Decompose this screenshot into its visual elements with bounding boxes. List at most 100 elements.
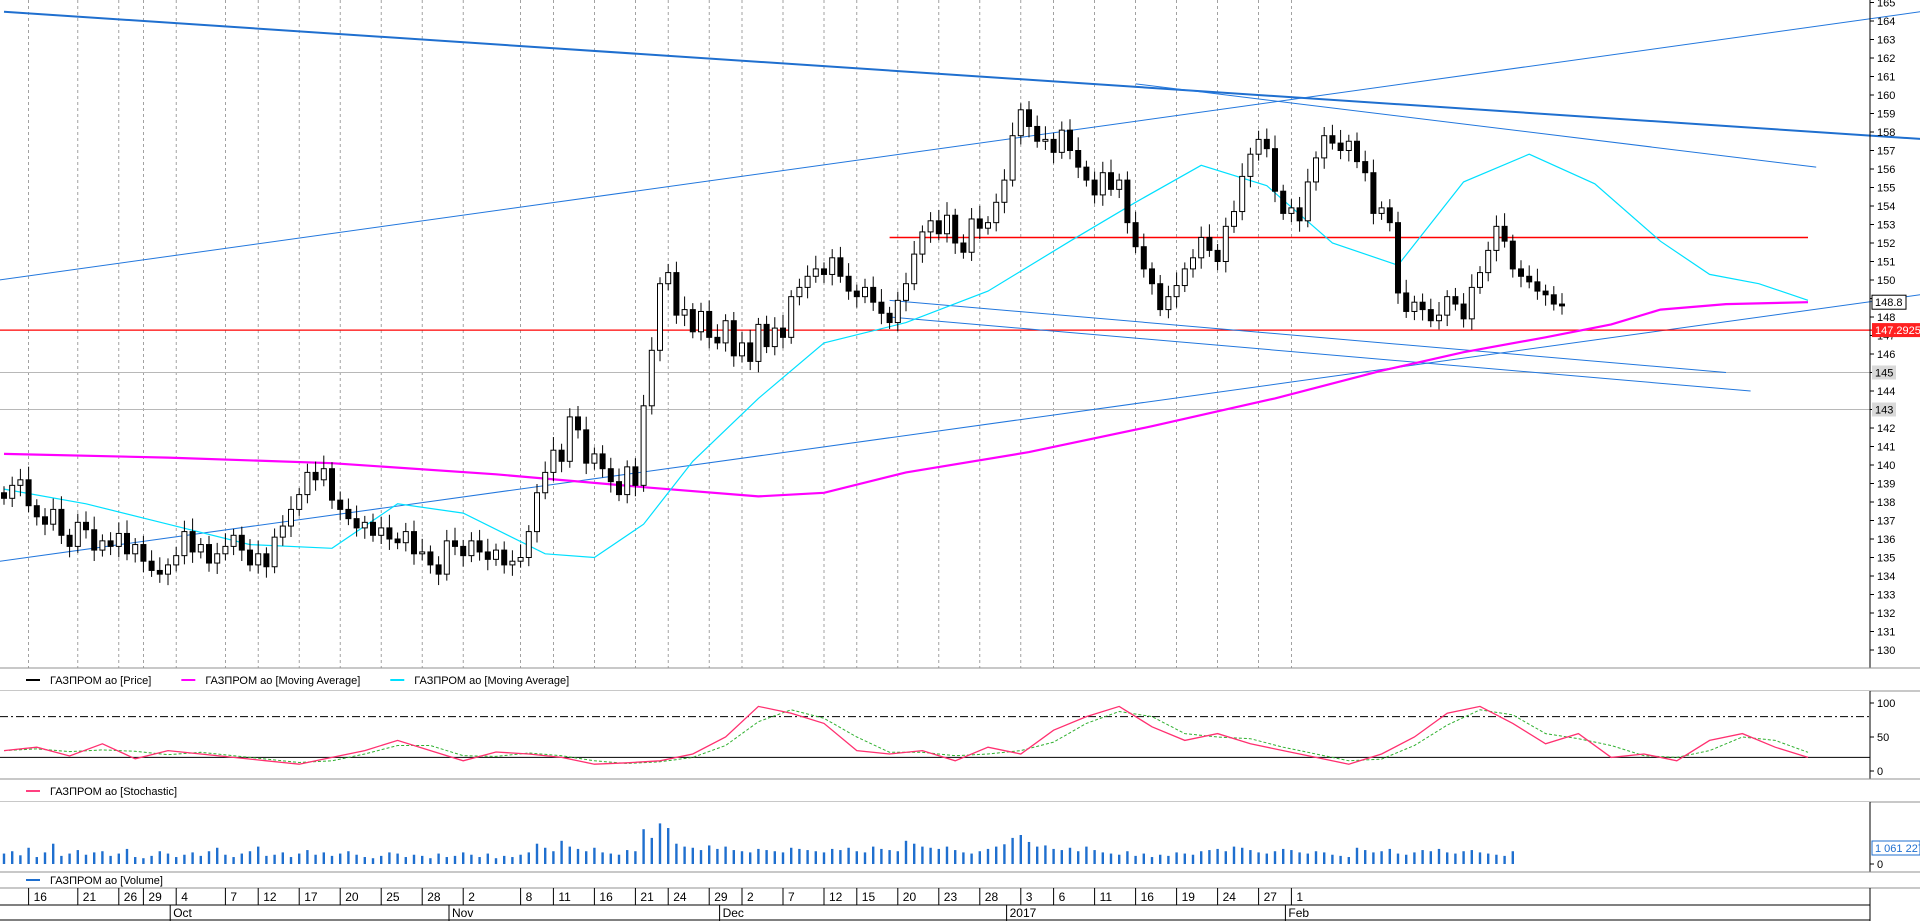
candle-body-144: [1181, 268, 1188, 287]
volume-bar-170: [1396, 853, 1400, 864]
day-tick-label: 29: [148, 890, 162, 904]
volume-bar-149: [1224, 851, 1227, 864]
candle-body-150: [1231, 211, 1237, 227]
candle-body-120: [985, 222, 991, 229]
candle-body-45: [370, 521, 376, 536]
candle-body-112: [919, 231, 926, 255]
volume-bar-131: [1077, 851, 1080, 864]
candle-body-158: [1296, 207, 1303, 222]
volume-bar-57: [470, 854, 473, 864]
volume-bar-138: [1134, 855, 1137, 864]
legend-label-price: ГАЗПРОМ ао [Price]: [50, 675, 151, 687]
volume-bar-172: [1413, 852, 1416, 864]
volume-bar-127: [1044, 845, 1047, 864]
candle-body-56: [460, 545, 467, 557]
candle-body-65: [534, 492, 540, 533]
candle-body-181: [1485, 249, 1492, 274]
volume-bar-156: [1282, 848, 1285, 864]
candle-body-94: [771, 327, 778, 348]
volume-bar-139: [1142, 853, 1145, 864]
candle-body-32: [263, 553, 270, 568]
day-tick-label: 20: [903, 890, 917, 904]
price-ytick-label: 131: [1877, 627, 1895, 639]
candle-body-156: [1280, 190, 1287, 214]
volume-bar-75: [617, 854, 621, 864]
candle-body-176: [1444, 296, 1451, 316]
day-tick-label: 11: [1100, 890, 1113, 904]
price-label-bg-2: [1872, 365, 1896, 380]
candle-body-145: [1190, 257, 1196, 270]
candle-body-135: [1108, 172, 1114, 190]
volume-bar-8: [68, 853, 71, 864]
day-tick-label: 7: [788, 890, 795, 904]
volume-bar-180: [1478, 852, 1482, 864]
candle-body-76: [624, 466, 631, 496]
candle-body-84: [689, 309, 696, 333]
volume-panel: 1 061 227 0: [0, 802, 1920, 872]
stochastic-ytick-label: 100: [1877, 698, 1895, 710]
candle-body-110: [903, 283, 909, 301]
volume-bar-153: [1257, 852, 1260, 864]
day-tick-label: 28: [985, 890, 999, 904]
volume-bar-169: [1388, 848, 1391, 864]
price-ytick-label: 158: [1877, 127, 1895, 139]
candle-body-90: [739, 342, 745, 357]
day-tick-label: 7: [230, 890, 237, 904]
volume-bar-28: [232, 857, 235, 864]
price-ytick-label: 141: [1877, 442, 1895, 454]
volume-bar-38: [314, 854, 317, 864]
price-ytick-label: 151: [1877, 257, 1895, 269]
volume-bar-146: [1200, 851, 1203, 864]
volume-bar-39: [322, 852, 325, 864]
volume-bar-97: [798, 848, 801, 864]
candle-body-172: [1411, 301, 1418, 312]
candle-body-129: [1058, 129, 1065, 153]
candle-body-42: [345, 508, 352, 520]
candle-body-153: [1255, 138, 1262, 155]
candle-body-140: [1149, 268, 1155, 285]
candle-body-41: [337, 499, 344, 510]
volume-bar-171: [1405, 854, 1408, 864]
volume-bar-50: [412, 854, 416, 864]
volume-bar-99: [814, 851, 817, 864]
candle-body-29: [238, 534, 245, 551]
candle-body-184: [1509, 240, 1516, 270]
month-tick-label: Feb: [1288, 906, 1309, 920]
price-ytick-label: 134: [1877, 571, 1895, 583]
candle-body-6: [50, 508, 57, 525]
candle-body-118: [968, 218, 975, 253]
candle-body-69: [566, 416, 573, 462]
candle-body-92: [755, 323, 762, 362]
volume-bar-178: [1462, 851, 1465, 864]
candle-body-128: [1050, 138, 1057, 153]
volume-bar-56: [462, 852, 465, 864]
volume-bar-157: [1290, 850, 1293, 864]
candle-body-80: [657, 283, 663, 351]
price-ytick-label: 144: [1877, 386, 1895, 398]
volume-bar-130: [1068, 847, 1072, 864]
volume-bar-147: [1208, 850, 1211, 864]
candle-body-103: [845, 275, 852, 292]
volume-bar-83: [683, 846, 686, 864]
candle-body-0: [1, 492, 7, 499]
volume-bar-124: [1019, 835, 1022, 864]
candle-body-81: [665, 272, 672, 285]
trendline-0: [3, 10, 1920, 140]
volume-bar-135: [1109, 853, 1113, 864]
price-legend: ГАЗПРОМ ао [Price] ГАЗПРОМ ао [Moving Ave…: [0, 667, 1920, 692]
price-ytick-label: 157: [1877, 146, 1895, 158]
day-tick-label: 1: [1296, 890, 1303, 904]
volume-bar-145: [1191, 854, 1195, 864]
candle-body-8: [66, 534, 73, 547]
legend-label-price: ГАЗПРОМ ао [Moving Average]: [414, 675, 569, 687]
candle-body-33: [271, 536, 278, 568]
volume-bar-59: [486, 853, 489, 864]
price-ytick-label: 135: [1877, 553, 1895, 565]
day-tick-label: 4: [181, 890, 188, 904]
price-ytick-label: 139: [1877, 479, 1895, 491]
price-ytick-label: 165: [1877, 0, 1895, 10]
price-label-text: 148.8: [1875, 297, 1903, 309]
volume-bar-84: [691, 847, 694, 864]
day-tick-label: 15: [862, 890, 876, 904]
